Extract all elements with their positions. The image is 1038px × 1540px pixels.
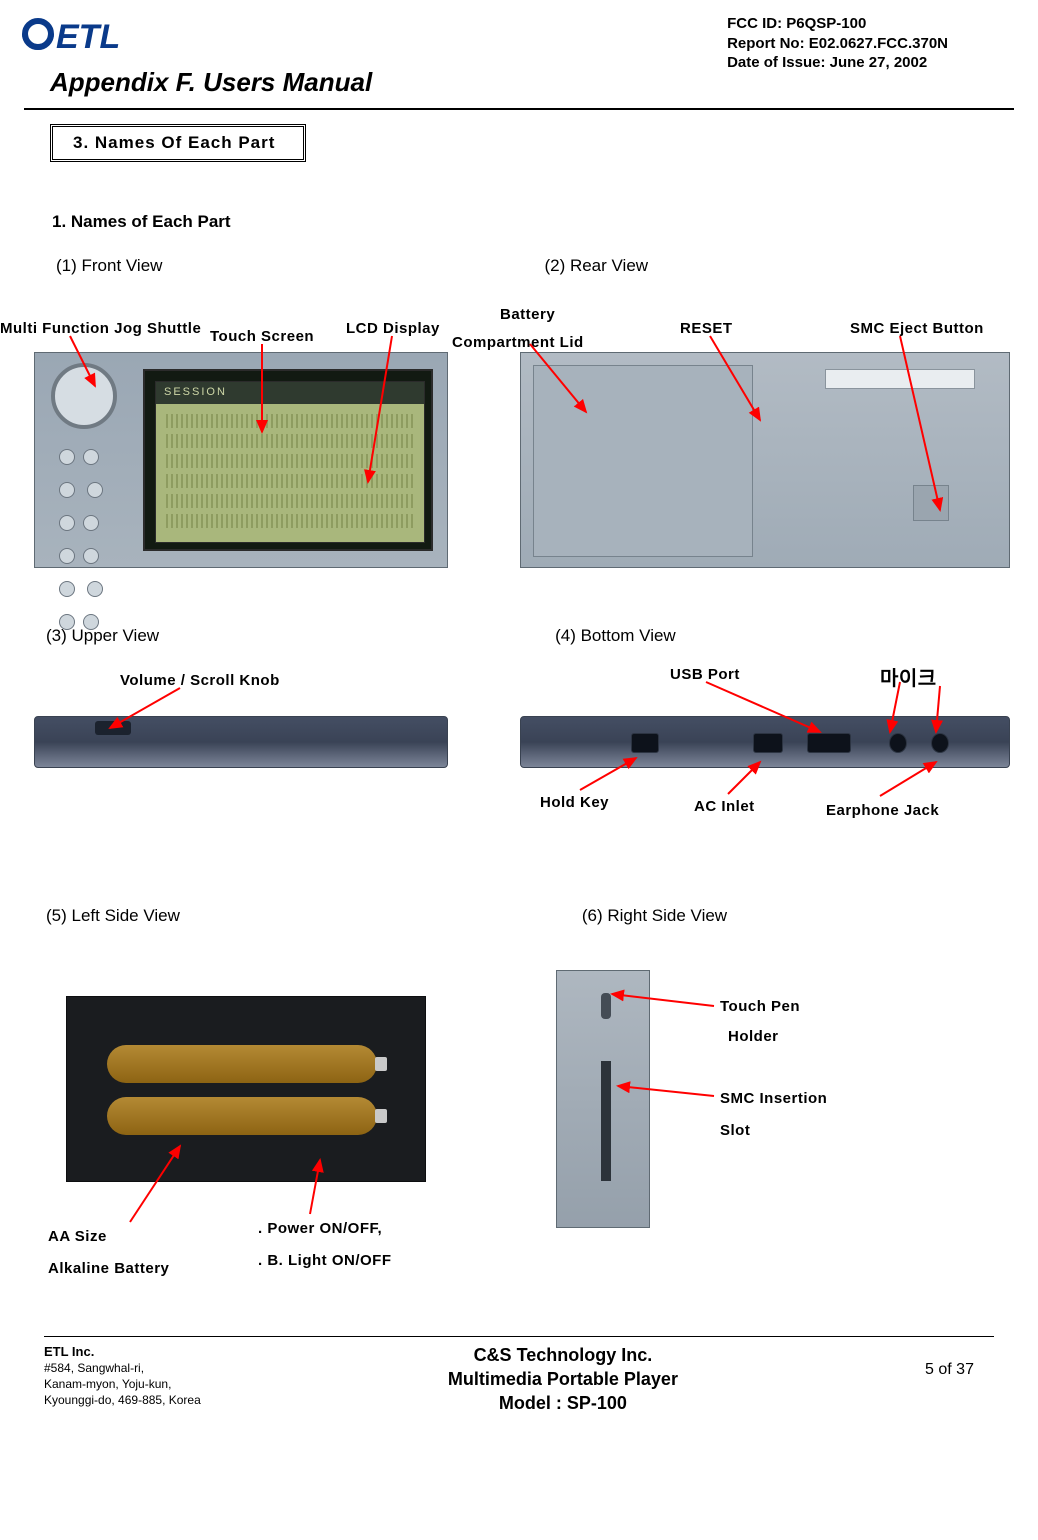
logo: ETL: [20, 14, 168, 60]
view4-title: (4) Bottom View: [555, 626, 676, 646]
row1-titles: (1) Front View (2) Rear View: [0, 256, 1038, 276]
header: ETL FCC ID: P6QSP-100 Report No: E02.062…: [0, 14, 1038, 98]
footer: ETL Inc. #584, Sangwhal-ri, Kanam-myon, …: [0, 1336, 1038, 1416]
section-heading-box: 3. Names Of Each Part: [50, 124, 306, 162]
footer-addr1: #584, Sangwhal-ri,: [44, 1360, 201, 1376]
footer-rule: [44, 1336, 994, 1337]
fcc-block: FCC ID: P6QSP-100 Report No: E02.0627.FC…: [727, 14, 1018, 73]
report-no: Report No: E02.0627.FCC.370N: [727, 34, 948, 54]
svg-text:ETL: ETL: [56, 18, 120, 56]
row3-titles: (5) Left Side View (6) Right Side View: [0, 906, 1038, 926]
page: ETL FCC ID: P6QSP-100 Report No: E02.062…: [0, 14, 1038, 1415]
row3-arrows: [0, 926, 1038, 1306]
date-of-issue: Date of Issue: June 27, 2002: [727, 53, 948, 73]
subheading: 1. Names of Each Part: [52, 212, 1038, 232]
row2-titles: (3) Upper View (4) Bottom View: [0, 626, 1038, 646]
footer-addr2: Kanam-myon, Yoju-kun,: [44, 1376, 201, 1392]
footer-company: ETL Inc.: [44, 1344, 94, 1359]
row2-canvas: Volume / Scroll Knob USB Port 마이크 Hold K…: [0, 646, 1038, 836]
footer-left: ETL Inc. #584, Sangwhal-ri, Kanam-myon, …: [44, 1343, 201, 1409]
view1-title: (1) Front View: [56, 256, 162, 276]
page-number: 5 of 37: [925, 1343, 974, 1379]
row2-arrows: [0, 646, 1038, 836]
view6-title: (6) Right Side View: [582, 906, 727, 926]
header-rule: [24, 108, 1014, 110]
view5-title: (5) Left Side View: [46, 906, 180, 926]
footer-center1: C&S Technology Inc.: [448, 1343, 678, 1367]
etl-logo-icon: ETL: [20, 14, 168, 60]
fcc-id: FCC ID: P6QSP-100: [727, 14, 948, 34]
view2-title: (2) Rear View: [544, 256, 648, 276]
footer-center2: Multimedia Portable Player: [448, 1367, 678, 1391]
footer-addr3: Kyounggi-do, 469-885, Korea: [44, 1392, 201, 1408]
row1-canvas: Multi Function Jog Shuttle Touch Screen …: [0, 282, 1038, 582]
row3-canvas: AA Size Alkaline Battery . Power ON/OFF,…: [0, 926, 1038, 1306]
row1-arrows: [0, 282, 1038, 582]
footer-center3: Model : SP-100: [448, 1391, 678, 1415]
footer-center: C&S Technology Inc. Multimedia Portable …: [448, 1343, 678, 1416]
